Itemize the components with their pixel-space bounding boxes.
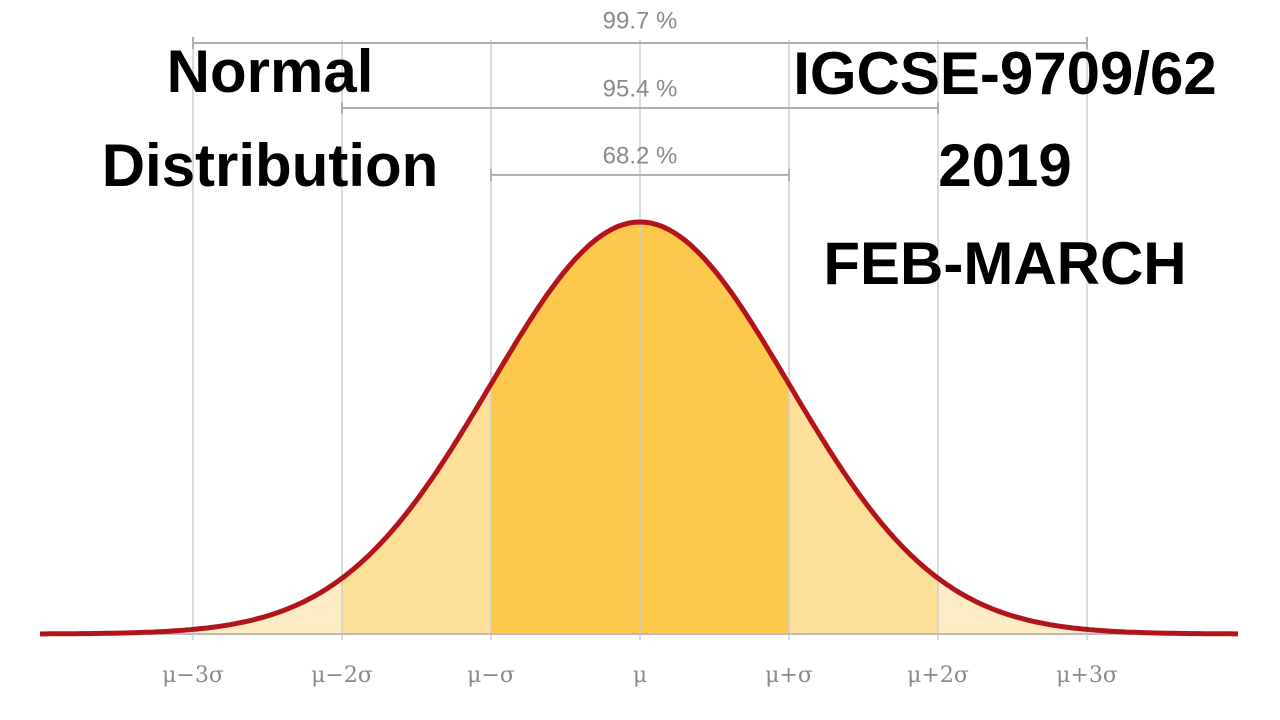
axis-label: μ+3σ — [1056, 663, 1118, 688]
axis-label: μ−2σ — [311, 663, 373, 688]
title-line: Normal — [167, 38, 374, 105]
normal-curve — [39, 219, 1239, 637]
subtitle-line: FEB-MARCH — [823, 230, 1186, 297]
axis-label: μ — [633, 663, 647, 688]
axis-label: μ+2σ — [907, 663, 969, 688]
interval-label: 95.4 % — [603, 75, 678, 102]
axis-label: μ−σ — [467, 663, 515, 688]
subtitle-line: IGCSE-9709/62 — [793, 40, 1217, 107]
axis-label: μ−3σ — [162, 663, 224, 688]
sigma-lines — [192, 40, 1088, 640]
title-line: Distribution — [102, 132, 439, 199]
interval-brackets — [192, 37, 1088, 181]
subtitle-line: 2019 — [938, 132, 1071, 199]
axis-label: μ+σ — [765, 663, 813, 688]
interval-label: 99.7 % — [603, 7, 678, 34]
interval-label: 68.2 % — [603, 142, 678, 169]
